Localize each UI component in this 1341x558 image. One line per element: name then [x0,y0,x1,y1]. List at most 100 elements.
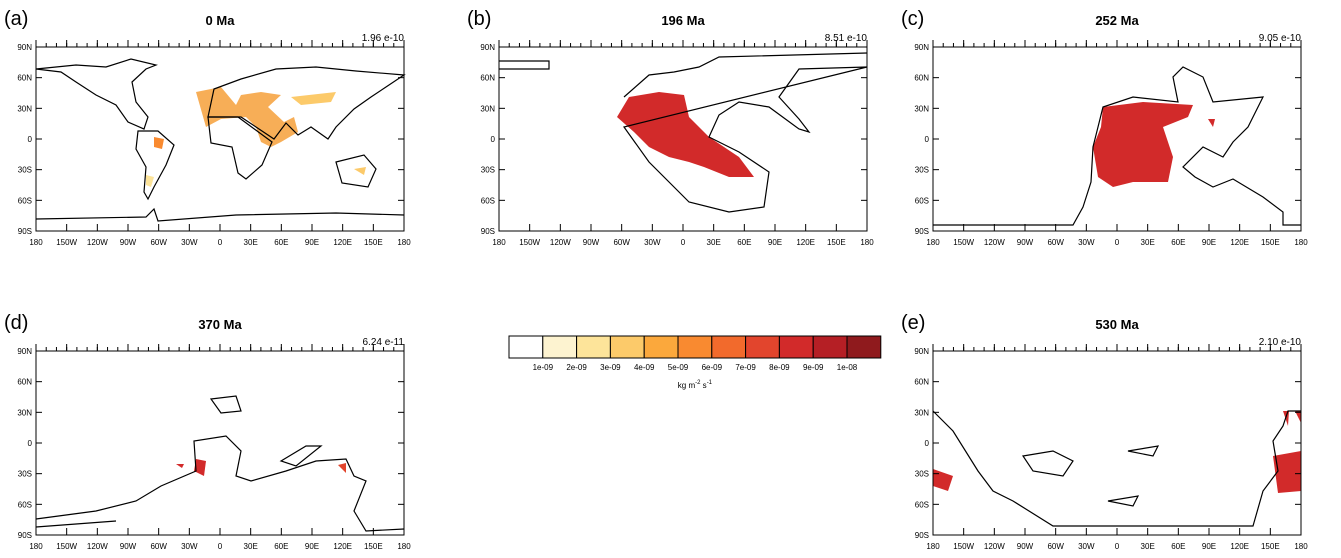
lat-tick-label: 30S [915,470,929,479]
lon-tick-label: 120E [796,238,815,247]
lon-tick-label: 30E [244,238,258,247]
color-box [542,335,578,359]
lat-tick-label: 30S [18,166,32,175]
colorbar-label: 3e-09 [600,363,621,372]
lon-tick-label: 30W [1078,542,1095,551]
coastline [35,207,405,222]
panel-title: 196 Ma [661,13,705,28]
emission-area [196,87,298,147]
lat-tick-label: 60S [915,500,929,509]
color-box [609,335,645,359]
lat-tick-label: 90S [18,531,32,540]
lat-tick-label: 30N [17,408,32,417]
emission-area [617,92,754,177]
units-part: -2 [695,380,701,386]
lon-tick-label: 30W [181,542,198,551]
lon-tick-label: 150E [1261,542,1280,551]
map-frame [35,46,405,232]
lat-tick-label: 90S [481,227,495,236]
coastline [622,52,868,213]
lon-tick-label: 90W [120,542,137,551]
coastline [933,66,1301,226]
lon-tick-label: 0 [681,238,686,247]
lon-tick-label: 150W [56,238,77,247]
panel-title: 252 Ma [1095,13,1139,28]
lon-tick-label: 150E [827,238,846,247]
colorbar-label: 6e-09 [702,363,723,372]
color-box [711,335,747,359]
lat-tick-label: 30N [17,104,32,113]
color-box [508,335,544,359]
lat-tick-label: 30N [914,104,929,113]
panel-label: (e) [901,312,925,334]
panel-title: 530 Ma [1095,317,1139,332]
emission-area [176,464,184,468]
units-part: -1 [707,380,713,386]
lon-tick-label: 120W [984,542,1005,551]
lat-tick-label: 0 [925,135,930,144]
lat-tick-label: 90N [914,43,929,52]
map-frame [35,350,405,536]
lon-tick-label: 150W [519,238,540,247]
emission-area [1273,451,1301,493]
lon-tick-label: 90W [1017,542,1034,551]
emission-area [1093,102,1193,187]
lon-tick-label: 60E [1171,238,1185,247]
coastline [35,395,323,528]
lon-tick-label: 120E [333,238,352,247]
panel-label: (a) [4,8,28,30]
coastline [35,58,158,130]
max-value: 8.51 e-10 [825,33,868,44]
lat-tick-label: 90N [914,347,929,356]
colorbar-label: 9e-09 [803,363,824,372]
lat-tick-label: 90N [17,347,32,356]
lat-tick-label: 0 [925,439,930,448]
map-frame [932,350,1302,536]
lon-tick-label: 120E [1230,542,1249,551]
color-box [846,335,882,359]
lon-tick-label: 90E [768,238,782,247]
lon-tick-label: 0 [218,238,223,247]
lon-tick-label: 180 [397,238,411,247]
emission-area [338,463,346,473]
lon-tick-label: 90E [1202,542,1216,551]
lon-tick-label: 180 [926,238,940,247]
lon-tick-label: 0 [218,542,223,551]
lon-tick-label: 60E [737,238,751,247]
lon-tick-label: 120E [1230,238,1249,247]
lon-tick-label: 150E [364,542,383,551]
lat-tick-label: 60S [915,196,929,205]
lon-tick-label: 90W [120,238,137,247]
lat-tick-label: 90S [915,531,929,540]
map-panel: (a) 0 Ma 1.96 e-10 90N 60N 30N 0 30S 60S 90S 180 15… [4,8,411,247]
lon-tick-label: 150W [56,542,77,551]
color-box [643,335,679,359]
coastline [1021,445,1160,507]
coastline [135,130,175,201]
lon-tick-label: 90W [583,238,600,247]
colorbar-label: 7e-09 [735,363,756,372]
emission-area [194,459,206,476]
lon-tick-label: 120W [550,238,571,247]
lat-tick-label: 60N [17,74,32,83]
units-part: s [700,381,706,390]
emission-area [1283,411,1301,426]
lon-tick-label: 180 [1294,542,1308,551]
lat-tick-label: 90S [915,227,929,236]
emission-area [154,137,164,149]
lat-tick-label: 30S [915,166,929,175]
color-box [745,335,780,359]
lon-tick-label: 90E [305,238,319,247]
map-panel: (c) 252 Ma 9.05 e-10 90N 60N 30N 0 30S 60S 90S 180… [901,8,1308,247]
panel-label: (b) [467,8,491,30]
colorbar: 1e-09 2e-09 3e-09 4e-09 5e-09 6e-09 7e-09 8e-09… [508,335,882,390]
color-box [576,335,611,359]
lon-tick-label: 150W [953,542,974,551]
emission-area [933,469,953,491]
lat-tick-label: 90S [18,227,32,236]
colorbar-label: 5e-09 [668,363,689,372]
lon-tick-label: 180 [29,542,43,551]
colorbar-units: kg m-2 s-1 [678,380,713,390]
coastline [207,116,273,180]
